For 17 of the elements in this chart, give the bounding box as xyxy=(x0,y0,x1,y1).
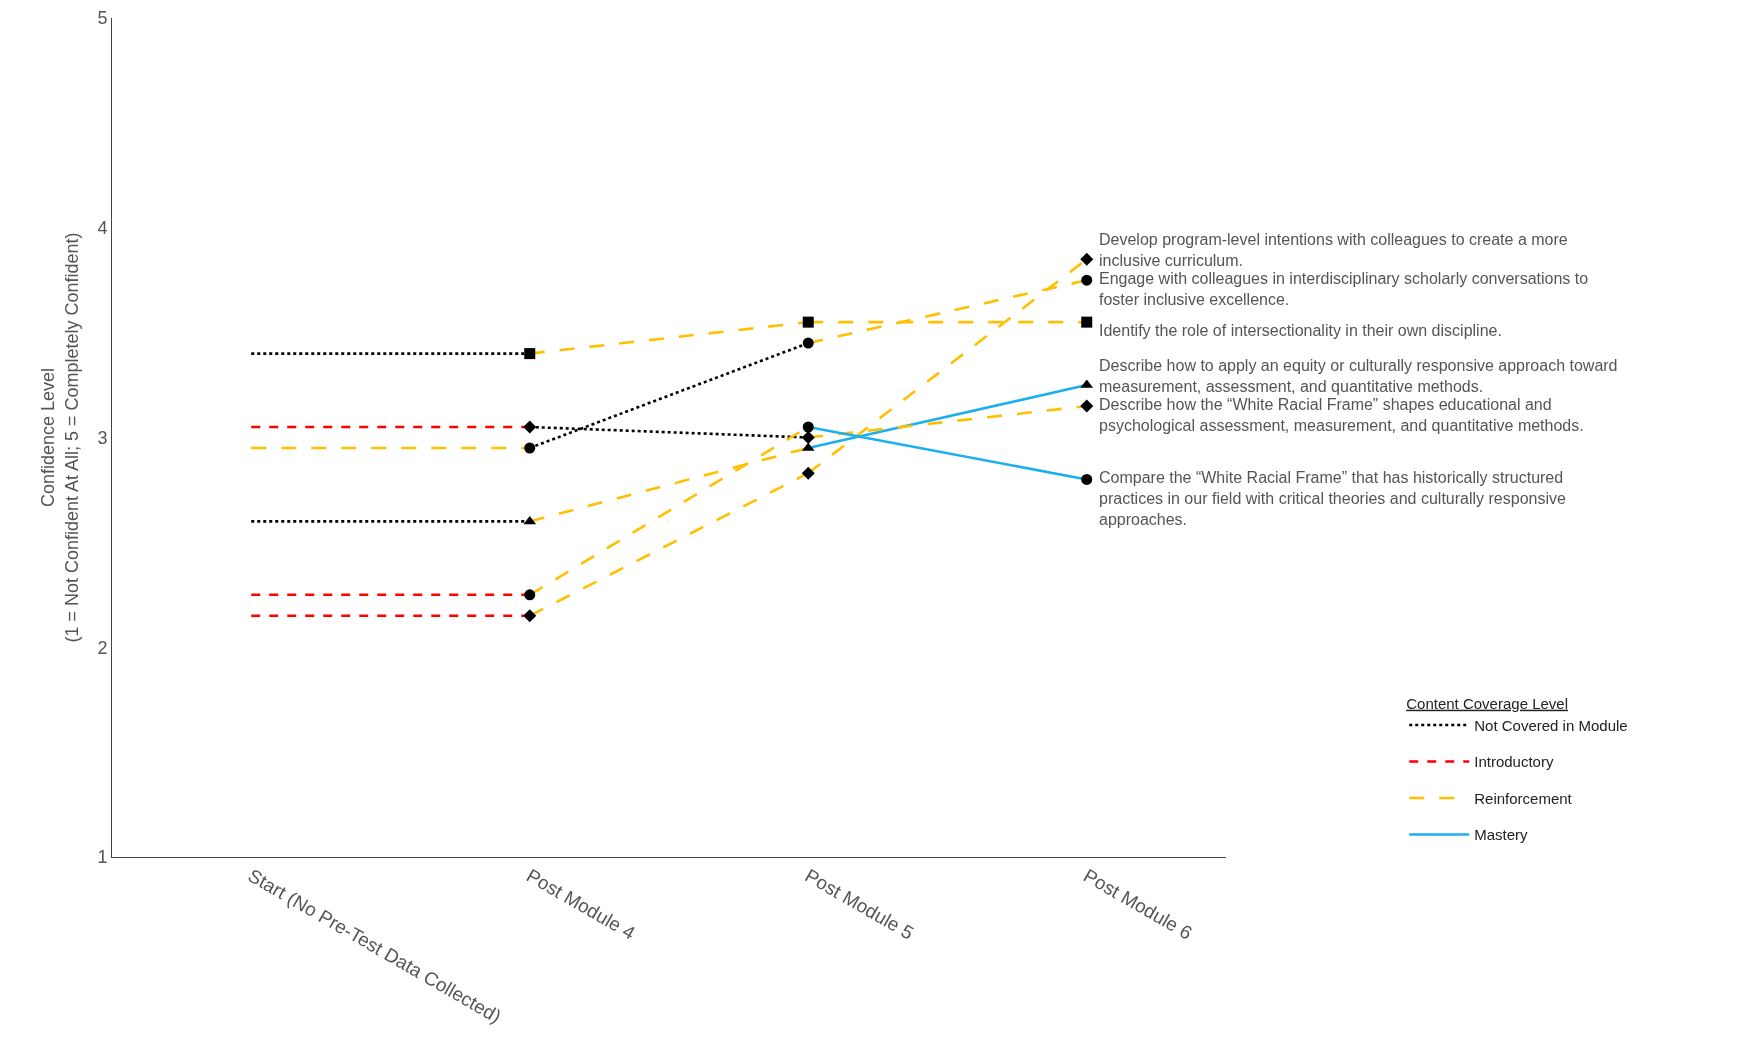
y-tick-label: 2 xyxy=(97,637,108,658)
annotation: Describe how the “White Racial Frame” shapes educational and psychological assessment, measurement, and quantitative methods. xyxy=(1099,396,1584,434)
y-tick-label: 5 xyxy=(97,8,108,29)
y-tick-label: 4 xyxy=(97,218,108,239)
legend-title: Content Coverage Level xyxy=(1406,694,1569,712)
annotation: Identify the role of intersectionality in their own discipline. xyxy=(1099,322,1502,339)
annotation: Engage with colleagues in interdisciplinary scholarly conversations to foster inclusive excellence. xyxy=(1099,270,1589,308)
legend-label: Introductory xyxy=(1474,753,1554,771)
legend-label: Mastery xyxy=(1474,826,1529,844)
y-tick-label: 1 xyxy=(97,847,108,868)
legend-label: Reinforcement xyxy=(1474,789,1573,807)
annotation: Compare the “White Racial Frame” that has historically structured practices in our field with critical theories and culturally responsive approaches. xyxy=(1099,469,1566,528)
legend-label: Not Covered in Module xyxy=(1474,716,1628,734)
annotation: Describe how to apply an equity or culturally responsive approach toward measurement, assessment, and quantitative methods. xyxy=(1099,357,1618,395)
annotation: Develop program-level intentions with colleagues to create a more inclusive curriculum. xyxy=(1099,231,1568,269)
y-tick-label: 3 xyxy=(97,427,108,448)
y-axis-title: Confidence Level (1 = Not Confident At All; 5 = Completely Confident) xyxy=(38,232,82,643)
